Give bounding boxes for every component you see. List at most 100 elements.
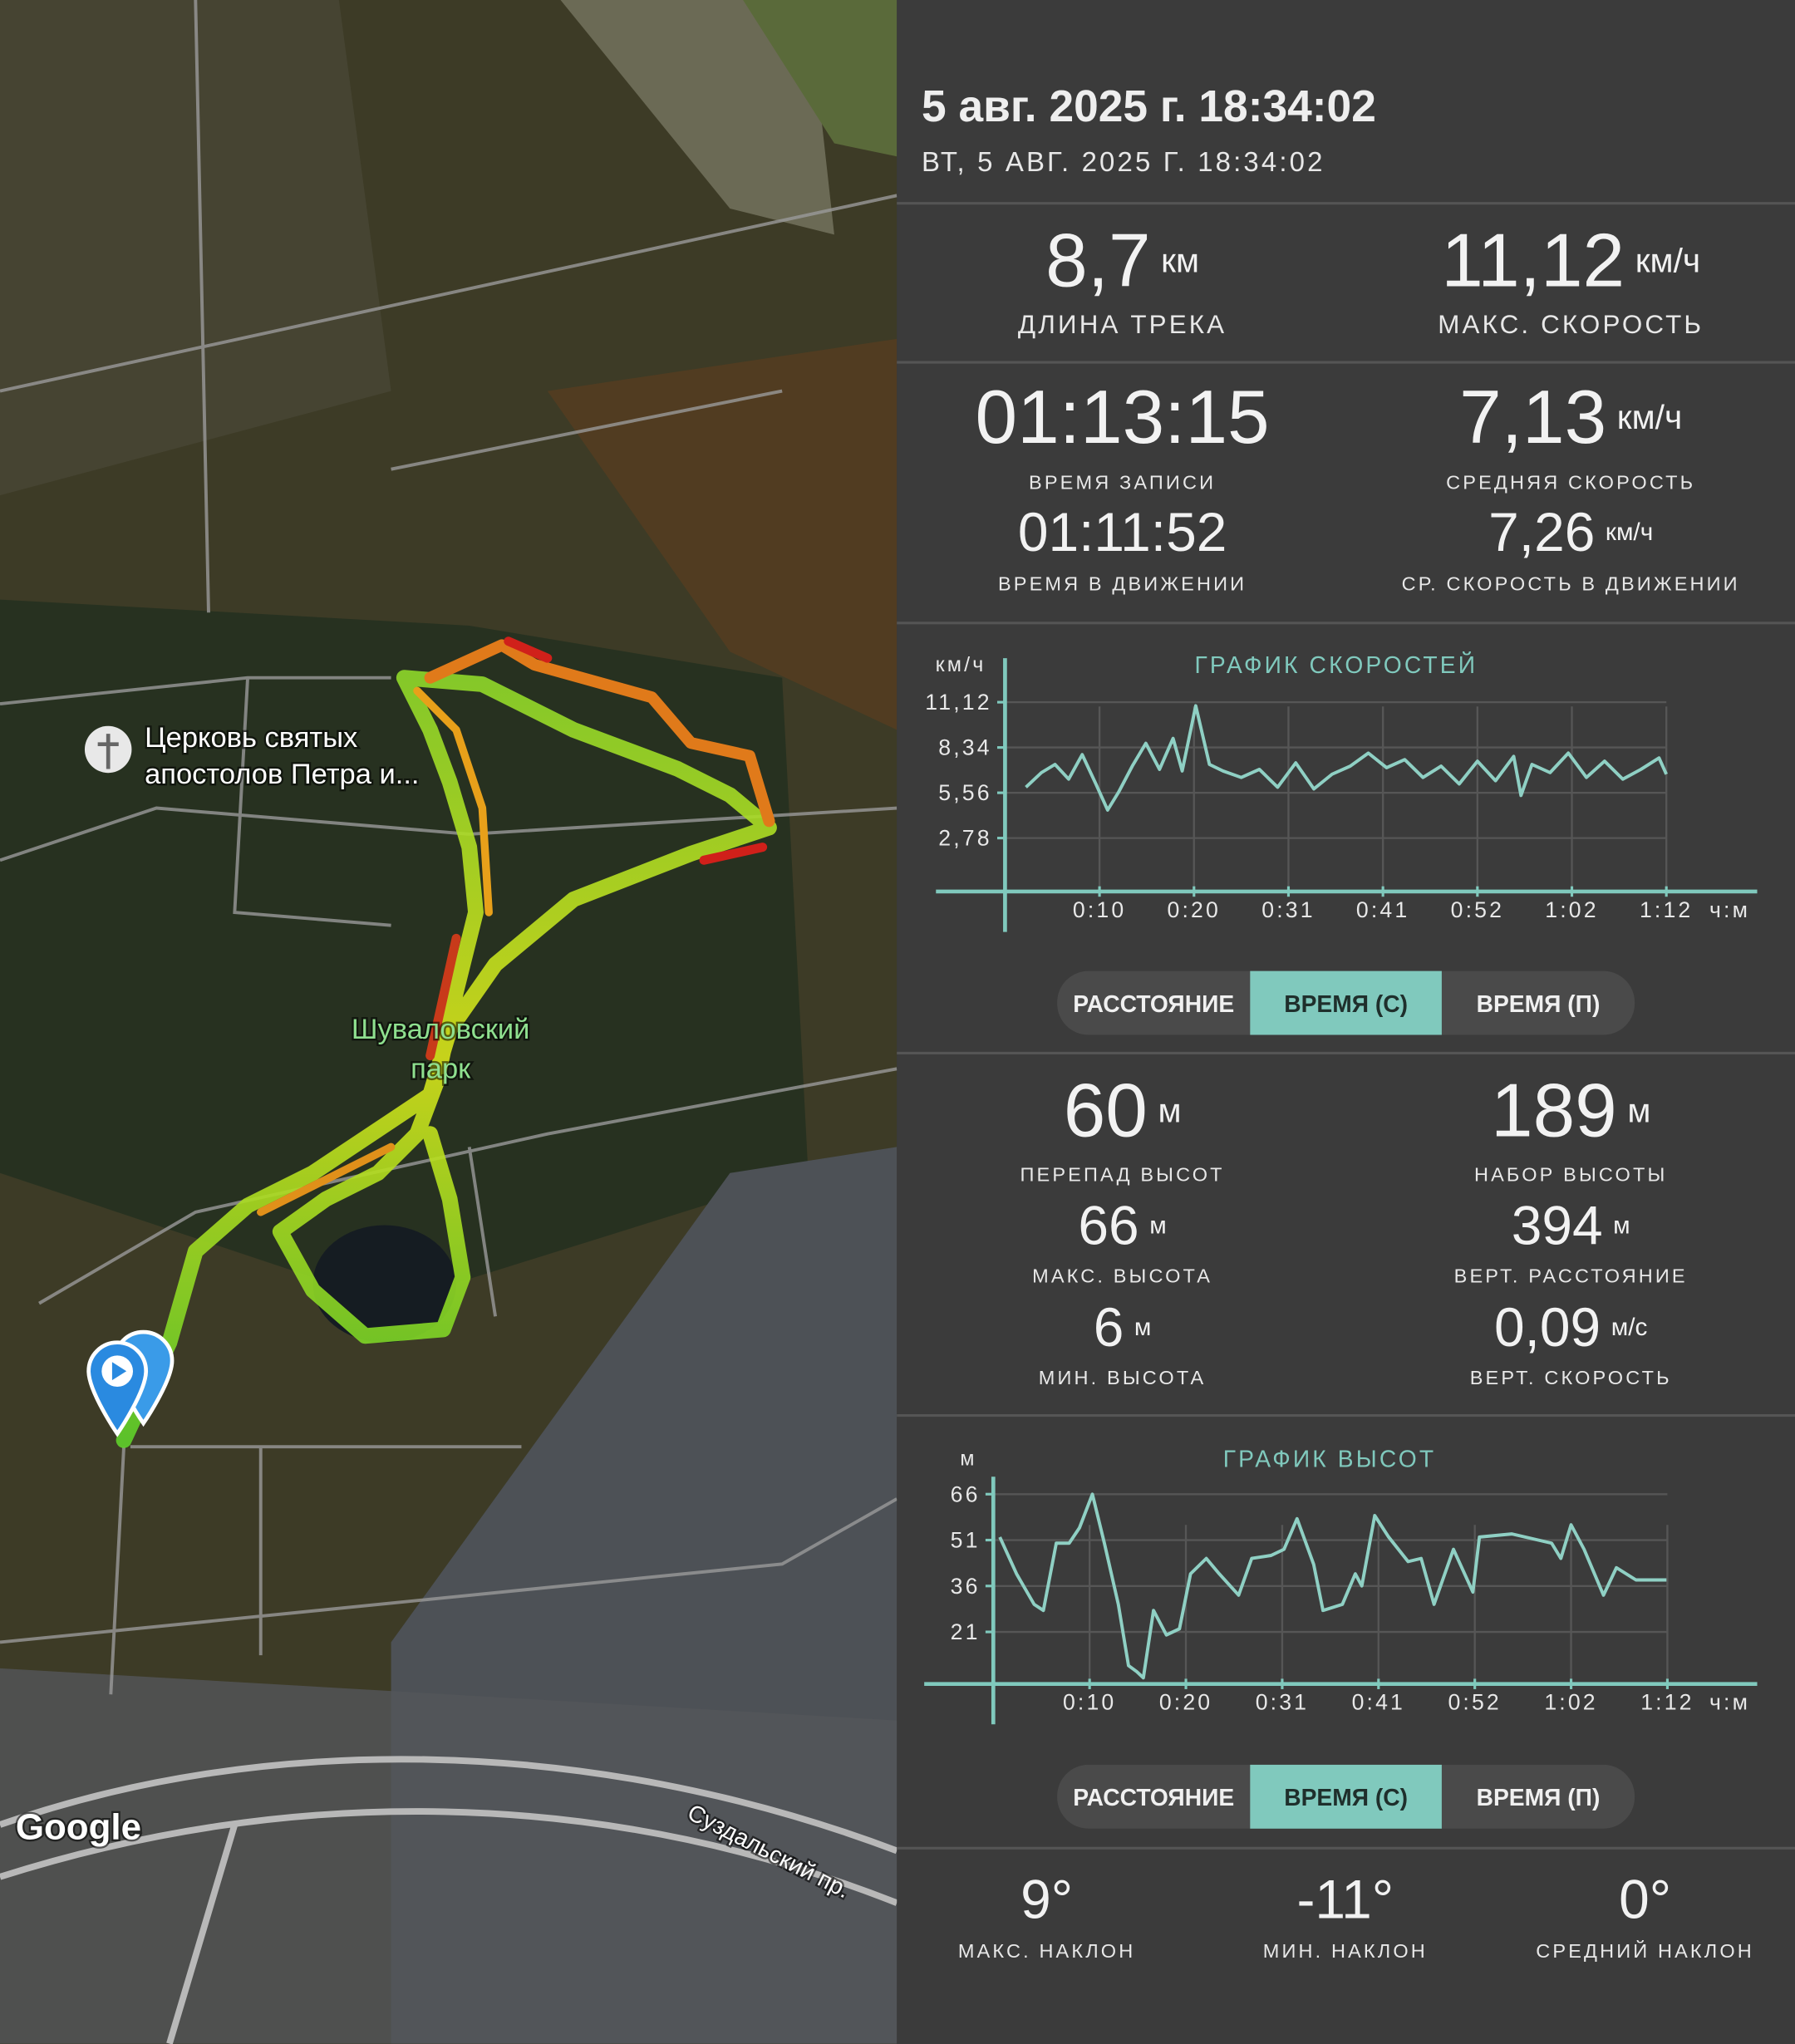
stat-label: ВЕРТ. СКОРОСТЬ — [1470, 1367, 1672, 1388]
x-tick-label: 0:10 — [1063, 1690, 1116, 1715]
field — [560, 0, 834, 235]
stat-unit: м/с — [1611, 1313, 1648, 1340]
start-marker[interactable] — [86, 1329, 175, 1437]
stat-unit: м — [1158, 1091, 1181, 1129]
x-tick-label: 1:12 — [1640, 897, 1693, 922]
x-tick-label: 1:02 — [1545, 897, 1598, 922]
stat-number: 60 — [1064, 1069, 1148, 1152]
stat-unit: м — [1613, 1211, 1630, 1239]
map[interactable]: Церковь святых апостолов Петра и... Шува… — [0, 0, 898, 2044]
data-line — [998, 1492, 1667, 1680]
stat-label: МИН. ВЫСОТА — [1039, 1367, 1207, 1388]
autumn-forest — [547, 338, 898, 730]
x-tick-label: 0:31 — [1256, 1690, 1309, 1715]
x-tick-label: 0:52 — [1448, 1690, 1501, 1715]
y-tick-label: 5,56 — [938, 780, 991, 805]
stat-number: 7,26 — [1488, 501, 1595, 563]
city — [0, 1668, 898, 2044]
park-label: парк — [411, 1053, 471, 1084]
x-tick-label: 0:31 — [1261, 897, 1315, 922]
stat-label: ДЛИНА ТРЕКА — [1018, 310, 1227, 339]
toggle-active — [1250, 970, 1442, 1035]
stat-value: 394 м — [1512, 1195, 1630, 1256]
poi-label[interactable]: Церковь святых — [143, 720, 360, 755]
toggle-option[interactable]: РАССТОЯНИЕ — [1073, 1784, 1234, 1811]
stat-number: 394 — [1512, 1195, 1603, 1256]
stat-value: 7,26 км/ч — [1488, 501, 1653, 563]
chart-title: ГРАФИК СКОРОСТЕЙ — [1194, 651, 1478, 678]
stat-label: ВРЕМЯ ЗАПИСИ — [1029, 471, 1216, 493]
stat-label: ВРЕМЯ В ДВИЖЕНИИ — [998, 573, 1247, 595]
y-tick-label: 2,78 — [938, 826, 991, 851]
subtitle: ВТ, 5 АВГ. 2025 Г. 18:34:02 — [922, 146, 1325, 177]
stat-number: 8,7 — [1045, 219, 1150, 302]
stat-number: 7,13 — [1459, 375, 1606, 459]
highway — [0, 1756, 898, 2044]
stat-number: 01:13:15 — [976, 375, 1270, 459]
stat-value: 11,12 км/ч — [1441, 219, 1700, 302]
x-tick-label: 1:02 — [1544, 1690, 1597, 1715]
y-axis-unit: км/ч — [936, 653, 986, 676]
track — [116, 636, 777, 1448]
village — [0, 0, 391, 496]
x-axis-unit: ч:м — [1709, 897, 1750, 922]
x-tick-label: 0:20 — [1159, 1690, 1212, 1715]
x-axis-unit: ч:м — [1709, 1690, 1750, 1715]
y-tick-label: 8,34 — [938, 735, 991, 760]
toggle-option[interactable]: ВРЕМЯ (П) — [1477, 990, 1601, 1017]
toggle-option[interactable]: РАССТОЯНИЕ — [1073, 990, 1234, 1017]
google-logo: Google — [16, 1807, 141, 1848]
stat-number: 11,12 — [1441, 219, 1625, 302]
stat-number: 0,09 — [1494, 1296, 1601, 1358]
stat-number: 9° — [1020, 1868, 1073, 1929]
stat-value: 0° — [1619, 1868, 1671, 1929]
stat-label: МИН. НАКЛОН — [1263, 1940, 1428, 1962]
toggle-option[interactable]: ВРЕМЯ (П) — [1477, 1784, 1601, 1811]
stat-value: 189 м — [1491, 1069, 1650, 1152]
stat-label: СРЕДНЯЯ СКОРОСТЬ — [1446, 471, 1695, 493]
stat-number: -11° — [1296, 1868, 1394, 1929]
stat-value: 01:13:15 — [976, 375, 1270, 459]
stat-unit: м — [1134, 1313, 1151, 1340]
y-tick-label: 21 — [951, 1619, 981, 1644]
toggle-active — [1250, 1764, 1442, 1829]
stat-number: 66 — [1078, 1195, 1138, 1256]
stat-value: 60 м — [1064, 1069, 1182, 1152]
stat-label: ВЕРТ. РАССТОЯНИЕ — [1454, 1265, 1688, 1287]
x-tick-label: 0:41 — [1356, 897, 1409, 922]
poi-label[interactable]: апостолов Петра и... — [143, 756, 421, 792]
stat-label: ПЕРЕПАД ВЫСОТ — [1020, 1163, 1224, 1185]
data-line — [1025, 704, 1668, 812]
stat-unit: м — [1627, 1091, 1650, 1129]
stat-unit: км — [1161, 242, 1199, 280]
stat-label: МАКС. СКОРОСТЬ — [1438, 310, 1704, 339]
toggle-option[interactable]: ВРЕМЯ (С) — [1284, 1784, 1408, 1811]
stat-number: 01:11:52 — [1018, 501, 1227, 563]
stat-value: 01:11:52 — [1018, 501, 1227, 563]
church-poi[interactable] — [84, 725, 132, 774]
stat-unit: км/ч — [1606, 518, 1653, 546]
stat-unit: км/ч — [1635, 242, 1700, 280]
stat-label: НАБОР ВЫСОТЫ — [1474, 1163, 1667, 1185]
stat-label: СР. СКОРОСТЬ В ДВИЖЕНИИ — [1402, 573, 1740, 595]
stat-number: 6 — [1094, 1296, 1124, 1358]
x-tick-label: 0:52 — [1451, 897, 1504, 922]
stat-value: 7,13 км/ч — [1459, 375, 1682, 459]
stat-number: 189 — [1491, 1069, 1617, 1152]
stat-label: СРЕДНИЙ НАКЛОН — [1536, 1939, 1754, 1962]
x-tick-label: 0:20 — [1168, 897, 1221, 922]
stat-unit: км/ч — [1617, 398, 1682, 436]
y-tick-label: 51 — [951, 1528, 981, 1553]
stat-value: -11° — [1296, 1868, 1394, 1929]
y-tick-label: 36 — [951, 1574, 981, 1599]
stat-value: 9° — [1020, 1868, 1073, 1929]
chart-title: ГРАФИК ВЫСОТ — [1223, 1445, 1437, 1472]
stat-value: 66 м — [1078, 1195, 1166, 1256]
toggle-option[interactable]: ВРЕМЯ (С) — [1284, 990, 1408, 1017]
x-tick-label: 0:41 — [1352, 1690, 1405, 1715]
stat-number: 0° — [1619, 1868, 1671, 1929]
stat-value: 0,09 м/с — [1494, 1296, 1648, 1358]
title: 5 авг. 2025 г. 18:34:02 — [922, 82, 1376, 131]
